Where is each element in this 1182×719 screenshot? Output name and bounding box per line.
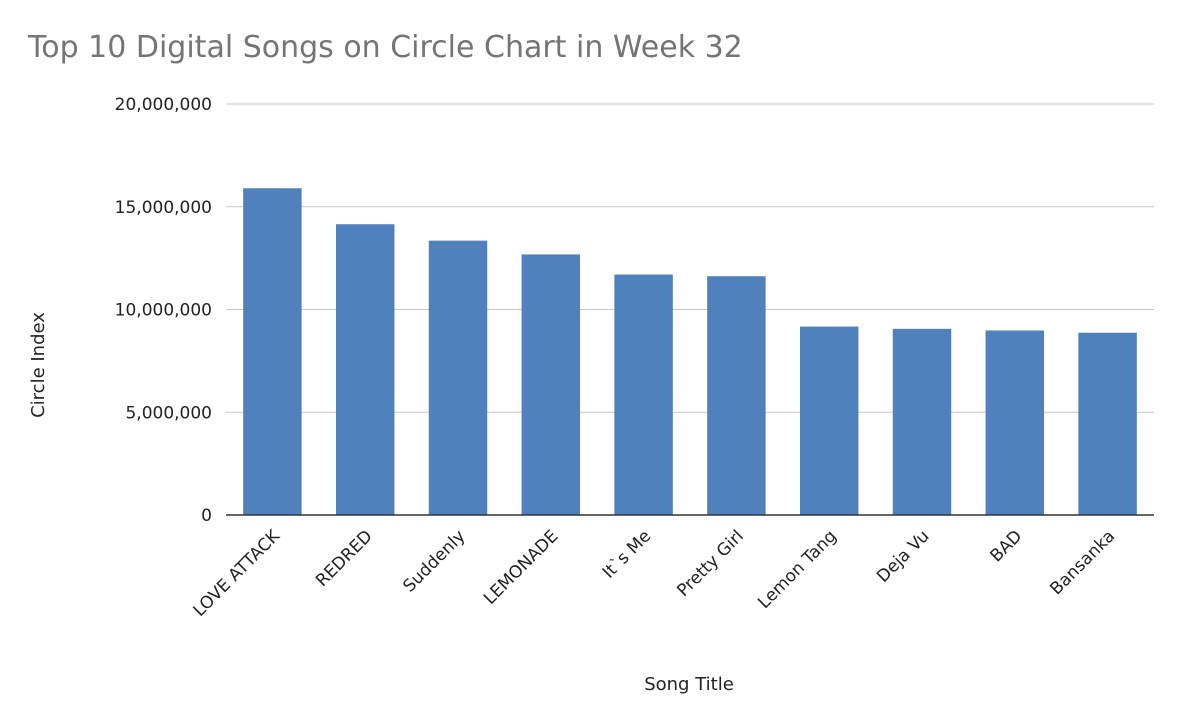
chart-title: Top 10 Digital Songs on Circle Chart in … bbox=[27, 30, 743, 65]
bar bbox=[799, 326, 859, 515]
x-tick-label: REDRED bbox=[312, 526, 377, 591]
x-tick-label: It`s Me bbox=[599, 526, 655, 582]
x-tick-label: BAD bbox=[986, 526, 1026, 566]
x-tick-label: Pretty Girl bbox=[673, 526, 748, 601]
y-axis-ticks: 0 5,000,000 10,000,000 15,000,000 20,000,000 bbox=[115, 95, 212, 526]
y-axis-title: Circle Index bbox=[28, 312, 49, 418]
bars bbox=[243, 188, 1137, 515]
x-tick-label: Bansanka bbox=[1046, 526, 1119, 599]
x-axis-ticks: LOVE ATTACK REDRED Suddenly LEMONADE It`s Me… bbox=[190, 526, 1120, 621]
bar bbox=[614, 274, 673, 515]
x-tick-label: Deja Vu bbox=[873, 526, 933, 586]
bar bbox=[521, 254, 581, 515]
y-tick-label: 0 bbox=[201, 506, 212, 526]
x-tick-label: LOVE ATTACK bbox=[190, 526, 285, 621]
y-tick-label: 5,000,000 bbox=[125, 403, 212, 423]
x-tick-label: LEMONADE bbox=[480, 526, 562, 608]
bar bbox=[892, 328, 952, 515]
bar bbox=[1078, 332, 1137, 515]
y-tick-label: 20,000,000 bbox=[115, 95, 212, 115]
bar bbox=[428, 240, 488, 515]
bar bbox=[985, 330, 1045, 515]
bar bbox=[243, 188, 302, 515]
x-axis-title: Song Title bbox=[644, 674, 734, 695]
bar bbox=[707, 276, 766, 515]
bar bbox=[335, 224, 395, 515]
y-tick-label: 15,000,000 bbox=[115, 198, 212, 218]
y-tick-label: 10,000,000 bbox=[115, 301, 212, 321]
x-tick-label: Lemon Tang bbox=[754, 526, 840, 612]
x-tick-label: Suddenly bbox=[399, 526, 469, 596]
